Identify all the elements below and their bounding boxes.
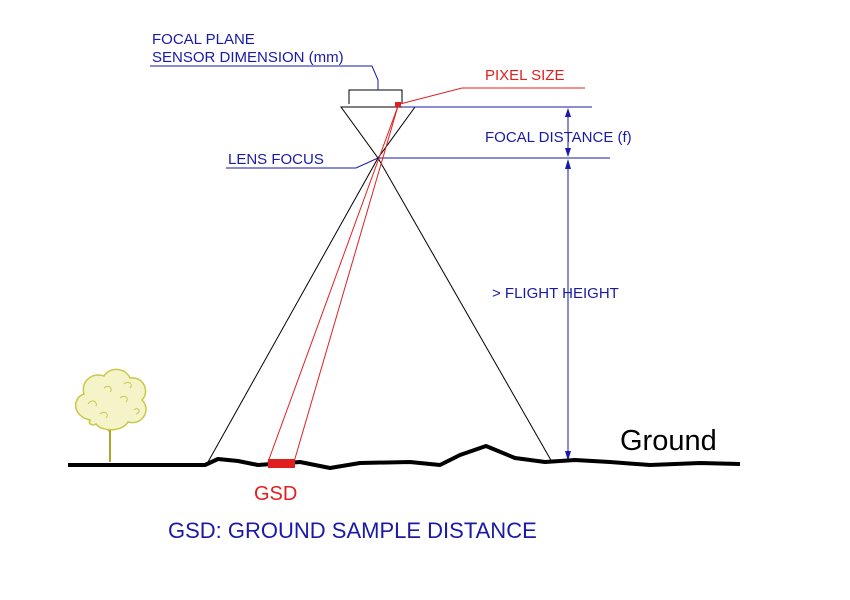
focal-distance-label: FOCAL DISTANCE (f) bbox=[485, 129, 632, 146]
flight-height-label: > FLIGHT HEIGHT bbox=[492, 285, 619, 302]
pixel-marker bbox=[395, 102, 401, 107]
focal-plane-label: FOCAL PLANE bbox=[152, 31, 255, 48]
pixel-ray-right bbox=[293, 105, 399, 463]
lens-focus-leader bbox=[226, 157, 379, 169]
flight-height-arrowhead-bottom bbox=[565, 451, 571, 461]
pixel-size-label: PIXEL SIZE bbox=[485, 67, 564, 84]
fov-line-right bbox=[377, 157, 553, 463]
caption: GSD: GROUND SAMPLE DISTANCE bbox=[168, 518, 537, 543]
focal-distance-arrowhead-top bbox=[565, 108, 571, 117]
fov-line-left bbox=[207, 157, 379, 463]
lens-focus-label: LENS FOCUS bbox=[228, 151, 324, 168]
sensor-dimension-leader bbox=[150, 65, 379, 90]
sensor-dimension-label: SENSOR DIMENSION (mm) bbox=[152, 49, 344, 66]
pixel-size-leader bbox=[399, 87, 585, 105]
gsd-bar bbox=[268, 459, 295, 468]
tree-icon bbox=[75, 368, 147, 462]
flight-height-arrowhead-top bbox=[565, 159, 571, 169]
focal-distance-arrowhead-bottom bbox=[565, 148, 571, 157]
sensor-cone bbox=[340, 106, 416, 159]
ground-line bbox=[68, 444, 741, 470]
sensor-dimension-bracket bbox=[348, 89, 403, 104]
pixel-ray-left bbox=[267, 105, 399, 463]
ground-label: Ground bbox=[620, 425, 717, 457]
gsd-label: GSD bbox=[254, 483, 297, 505]
